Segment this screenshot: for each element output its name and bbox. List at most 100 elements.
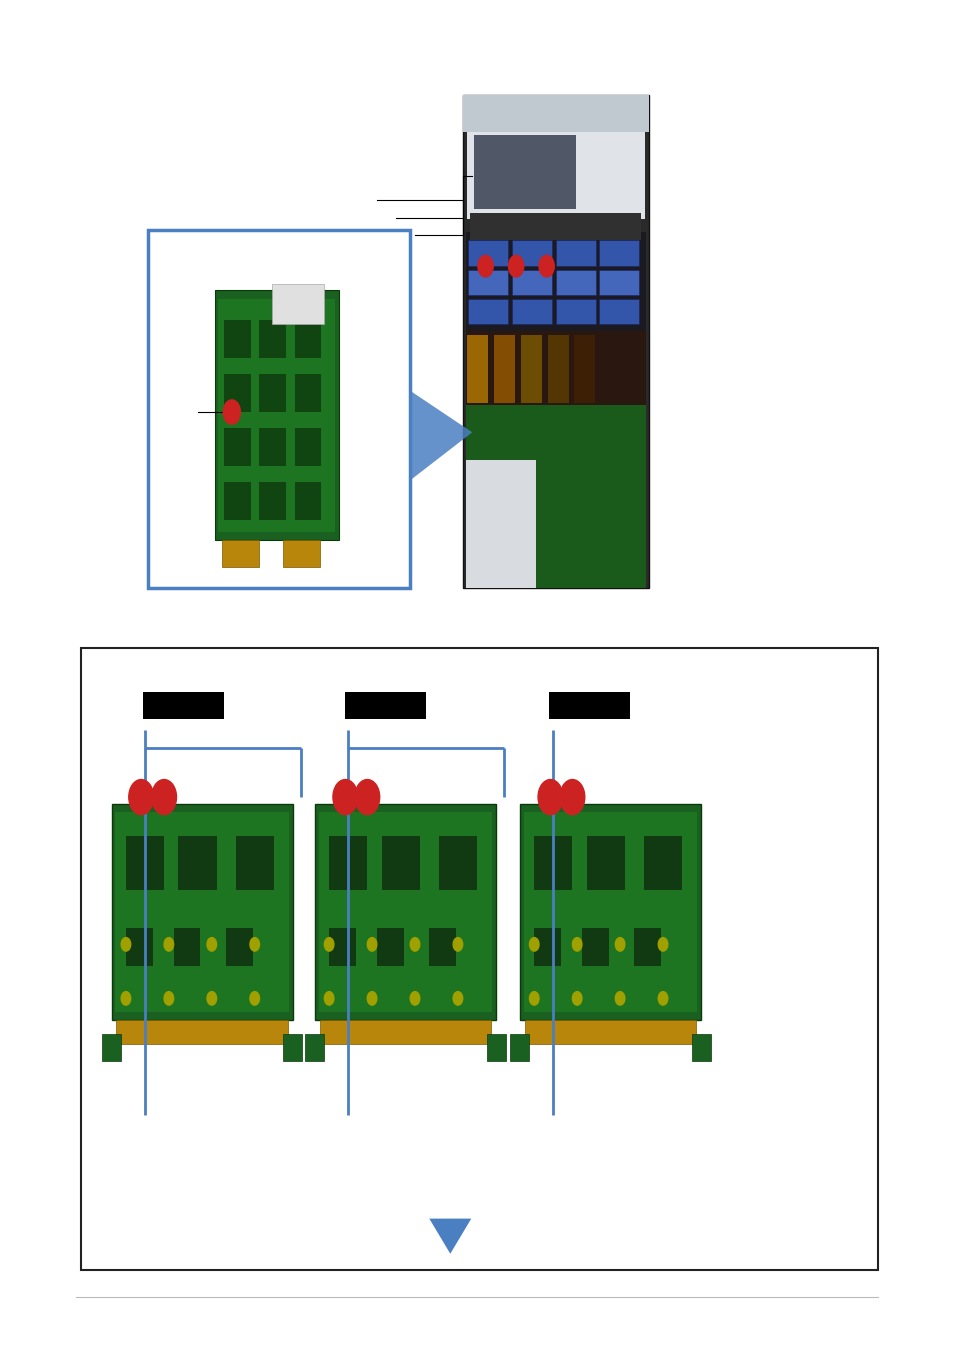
Circle shape <box>572 992 581 1005</box>
Bar <box>376 928 403 966</box>
Bar <box>224 374 251 412</box>
Bar <box>305 1034 324 1061</box>
Bar <box>115 812 289 1012</box>
Bar <box>512 299 551 324</box>
Bar <box>116 1020 288 1044</box>
Bar <box>224 482 251 520</box>
Bar <box>438 836 476 890</box>
Bar <box>586 836 624 890</box>
Bar <box>494 335 515 403</box>
Circle shape <box>355 780 379 815</box>
Circle shape <box>324 938 334 951</box>
Bar <box>598 299 639 324</box>
Bar <box>462 95 648 132</box>
Bar <box>283 540 319 567</box>
Bar <box>259 428 286 466</box>
Circle shape <box>333 780 357 815</box>
Circle shape <box>367 992 376 1005</box>
Circle shape <box>477 255 493 277</box>
Bar <box>429 928 456 966</box>
Bar <box>173 928 200 966</box>
Circle shape <box>207 992 216 1005</box>
Circle shape <box>207 938 216 951</box>
Bar <box>598 240 639 266</box>
Bar <box>224 428 251 466</box>
Circle shape <box>529 938 538 951</box>
Circle shape <box>121 992 131 1005</box>
Bar <box>555 240 595 266</box>
Bar <box>81 648 877 1270</box>
Bar <box>643 836 681 890</box>
Bar <box>581 928 608 966</box>
Circle shape <box>537 780 562 815</box>
Bar <box>318 812 492 1012</box>
Bar <box>691 1034 710 1061</box>
Bar <box>548 692 629 719</box>
Bar <box>314 804 496 1020</box>
Bar <box>468 270 508 295</box>
Circle shape <box>508 255 523 277</box>
Bar <box>524 1020 696 1044</box>
Bar <box>534 836 572 890</box>
Bar <box>294 320 321 358</box>
Bar <box>126 928 152 966</box>
Bar <box>468 240 508 266</box>
Circle shape <box>164 938 173 951</box>
Circle shape <box>410 938 419 951</box>
Bar <box>345 692 426 719</box>
Circle shape <box>615 938 624 951</box>
Circle shape <box>538 255 554 277</box>
Bar <box>294 428 321 466</box>
Circle shape <box>367 938 376 951</box>
Bar <box>235 836 274 890</box>
Bar <box>465 232 645 331</box>
Circle shape <box>121 938 131 951</box>
Bar <box>474 135 576 209</box>
Polygon shape <box>429 1219 471 1254</box>
Bar <box>467 335 488 403</box>
Bar <box>224 320 251 358</box>
Circle shape <box>453 938 462 951</box>
Circle shape <box>559 780 584 815</box>
Bar <box>465 405 645 588</box>
Bar <box>222 540 258 567</box>
Bar <box>294 482 321 520</box>
Bar <box>319 1020 491 1044</box>
Circle shape <box>223 400 240 424</box>
Circle shape <box>658 938 667 951</box>
Circle shape <box>615 992 624 1005</box>
Circle shape <box>658 992 667 1005</box>
Circle shape <box>324 992 334 1005</box>
Circle shape <box>453 992 462 1005</box>
Bar <box>470 213 640 240</box>
Bar <box>218 299 335 532</box>
Circle shape <box>152 780 176 815</box>
Circle shape <box>129 780 153 815</box>
Bar <box>465 459 536 588</box>
Bar <box>259 374 286 412</box>
Bar <box>102 1034 121 1061</box>
Bar <box>510 1034 529 1061</box>
Circle shape <box>410 992 419 1005</box>
Bar <box>178 836 216 890</box>
Bar <box>283 1034 302 1061</box>
Bar <box>329 928 355 966</box>
Bar <box>574 335 595 403</box>
Bar <box>148 230 410 588</box>
Bar <box>519 804 700 1020</box>
Circle shape <box>529 992 538 1005</box>
Circle shape <box>572 938 581 951</box>
Bar <box>512 270 551 295</box>
Bar <box>523 812 697 1012</box>
Circle shape <box>250 938 259 951</box>
Circle shape <box>164 992 173 1005</box>
Bar <box>329 836 367 890</box>
Bar <box>486 1034 505 1061</box>
Bar <box>259 320 286 358</box>
Bar <box>547 335 568 403</box>
Bar <box>126 836 164 890</box>
Bar <box>465 331 645 405</box>
Bar <box>468 299 508 324</box>
Bar <box>272 284 324 324</box>
Bar <box>512 240 551 266</box>
